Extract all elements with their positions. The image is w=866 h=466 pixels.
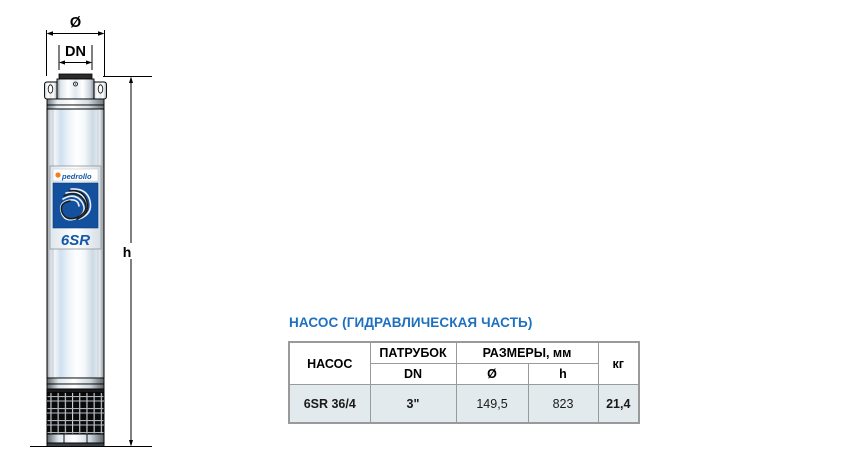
pump-spec-table: НАСОС ПАТРУБОК РАЗМЕРЫ, мм кг DN Ø h 6SR… xyxy=(288,341,640,424)
diameter-dimension-group xyxy=(46,30,105,76)
pump-discharge-head xyxy=(44,73,107,110)
pedrollo-brand-dot-icon xyxy=(55,172,61,178)
spec-panel-title: НАСОС (ГИДРАВЛИЧЕСКАЯ ЧАСТЬ) xyxy=(289,315,533,330)
pump-suction-strainer xyxy=(46,388,105,435)
dn-label: DN xyxy=(65,44,86,60)
height-label-backing xyxy=(120,243,139,259)
col-header-height: h xyxy=(527,363,599,385)
table-header-row-1: НАСОС ПАТРУБОК РАЗМЕРЫ, мм кг xyxy=(288,341,640,385)
dn-dimension-group xyxy=(58,45,93,70)
col-header-diameter: Ø xyxy=(455,363,529,385)
cell-pump-model: 6SR 36/4 xyxy=(288,384,371,424)
col-header-dn: DN xyxy=(369,363,457,385)
pump-drawing-svg: Ø DN h xyxy=(30,15,152,447)
height-label: h xyxy=(123,244,132,260)
cell-diameter: 149,5 xyxy=(455,384,529,424)
cell-dn: 3" xyxy=(369,384,457,424)
col-header-port: ПАТРУБОК xyxy=(369,341,457,364)
table-row: 6SR 36/4 3" 149,5 823 21,4 xyxy=(288,384,640,424)
pump-product-label: pedrollo 6SR xyxy=(49,165,102,250)
col-header-weight: кг xyxy=(597,341,640,385)
cell-height: 823 xyxy=(527,384,599,424)
table-header-row-2: DN Ø h xyxy=(289,363,639,385)
pump-base-foot xyxy=(46,433,105,447)
pump-spec-panel: НАСОС (ГИДРАВЛИЧЕСКАЯ ЧАСТЬ) НАСОС ПАТРУ… xyxy=(288,315,648,424)
cell-weight: 21,4 xyxy=(597,384,640,424)
pump-technical-drawing: Ø DN h xyxy=(0,0,290,461)
col-header-dimensions: РАЗМЕРЫ, мм xyxy=(455,341,599,364)
pump-model-text: 6SR xyxy=(61,232,90,249)
pump-brand-text: pedrollo xyxy=(61,172,92,181)
pump-lower-bands xyxy=(46,377,105,390)
impeller-swirl-dark-icon xyxy=(60,189,89,220)
col-header-pump: НАСОС xyxy=(288,341,371,385)
diameter-label: Ø xyxy=(70,15,81,31)
